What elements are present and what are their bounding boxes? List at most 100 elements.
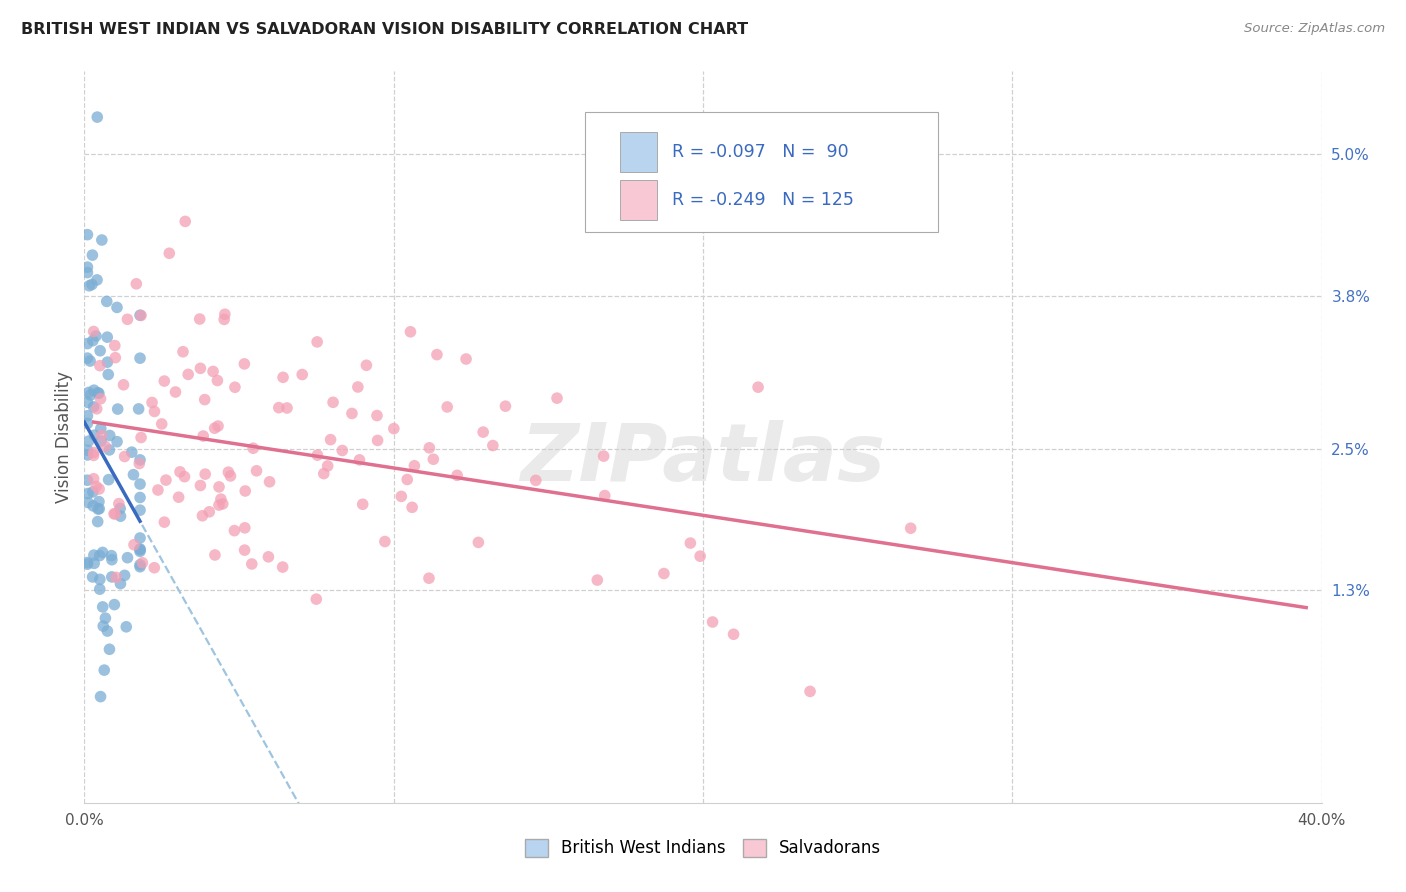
Point: [316, 458, 339, 473]
Point: [900, 521, 922, 535]
Point: [98, 442, 121, 457]
Point: [89, 501, 111, 516]
Point: [76, 409, 98, 423]
Point: [129, 477, 152, 491]
Point: [76, 473, 98, 487]
Point: [82, 248, 104, 262]
Point: [100, 549, 122, 563]
Point: [129, 503, 152, 517]
Point: [86, 515, 108, 529]
Point: [190, 361, 212, 376]
Point: [77, 278, 100, 293]
Point: [105, 570, 128, 584]
Point: [494, 399, 516, 413]
Point: [83, 445, 105, 459]
Point: [87, 385, 110, 400]
Point: [129, 541, 152, 556]
Point: [86, 401, 108, 416]
Text: R = -0.097   N =  90: R = -0.097 N = 90: [672, 144, 849, 161]
Point: [322, 395, 344, 409]
Point: [291, 368, 314, 382]
Point: [211, 497, 233, 511]
Point: [112, 377, 135, 392]
Point: [84, 479, 107, 493]
Point: [117, 312, 139, 326]
Point: [90, 434, 112, 449]
Point: [276, 401, 298, 415]
Point: [83, 325, 105, 339]
Point: [83, 472, 105, 486]
Point: [169, 465, 191, 479]
Point: [129, 491, 152, 505]
Point: [105, 434, 128, 449]
Point: [209, 492, 232, 507]
Point: [90, 233, 112, 247]
Point: [593, 489, 616, 503]
Bar: [620, 179, 657, 219]
Point: [87, 494, 110, 508]
Point: [89, 343, 111, 358]
Point: [114, 450, 136, 464]
Point: [689, 549, 711, 564]
Point: [89, 482, 111, 496]
Point: [173, 469, 195, 483]
Point: [90, 428, 112, 442]
Point: [115, 620, 138, 634]
Point: [404, 458, 426, 473]
Point: [208, 480, 231, 494]
Point: [482, 438, 505, 452]
Point: [83, 449, 105, 463]
Point: [77, 434, 100, 449]
Point: [191, 508, 214, 523]
Point: [125, 277, 148, 291]
Point: [150, 417, 173, 431]
Point: [454, 351, 477, 366]
Point: [207, 419, 229, 434]
Point: [107, 402, 129, 417]
Point: [188, 312, 211, 326]
Point: [93, 663, 115, 677]
Point: [76, 395, 98, 409]
Point: [121, 445, 143, 459]
Point: [129, 453, 152, 467]
Point: [422, 452, 444, 467]
Point: [98, 428, 121, 442]
Point: [94, 611, 117, 625]
Point: [129, 542, 152, 557]
Point: [129, 309, 152, 323]
Point: [207, 374, 229, 388]
Point: [143, 404, 166, 418]
Point: [82, 499, 104, 513]
Point: [129, 558, 152, 572]
Point: [77, 495, 100, 509]
Point: [129, 351, 152, 366]
Point: [426, 348, 449, 362]
Point: [83, 557, 105, 571]
Legend: British West Indians, Salvadorans: British West Indians, Salvadorans: [517, 832, 889, 864]
Point: [104, 351, 127, 365]
Point: [129, 544, 152, 558]
Point: [366, 409, 388, 423]
Point: [87, 386, 110, 401]
Point: [233, 483, 256, 498]
Point: [76, 557, 98, 571]
Point: [86, 110, 108, 124]
Point: [122, 467, 145, 482]
Point: [77, 385, 100, 400]
Point: [305, 592, 328, 607]
Point: [76, 227, 98, 242]
Point: [98, 642, 121, 657]
Point: [157, 246, 180, 260]
Point: [592, 449, 614, 463]
Point: [586, 573, 609, 587]
Point: [76, 260, 98, 274]
Point: [401, 500, 423, 515]
Point: [90, 392, 112, 406]
Point: [76, 266, 98, 280]
Point: [91, 619, 114, 633]
Text: Source: ZipAtlas.com: Source: ZipAtlas.com: [1244, 22, 1385, 36]
Point: [89, 582, 111, 596]
Point: [307, 334, 329, 349]
Point: [524, 474, 547, 488]
Point: [233, 357, 256, 371]
